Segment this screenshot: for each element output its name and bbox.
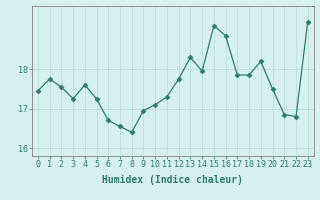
X-axis label: Humidex (Indice chaleur): Humidex (Indice chaleur) [102,175,243,185]
